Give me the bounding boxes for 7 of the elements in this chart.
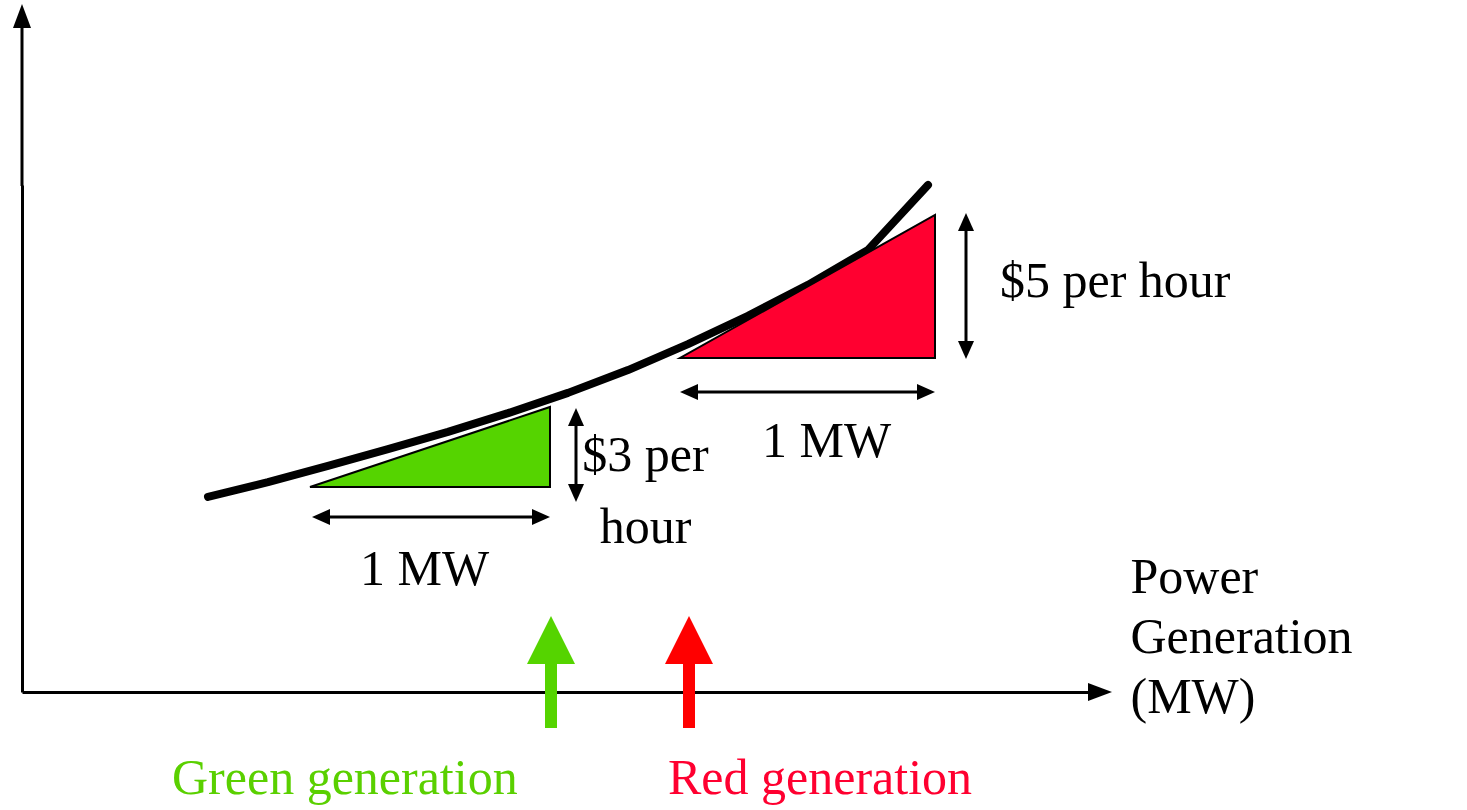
annotation: $3 per hour — [581, 425, 710, 556]
annotation: 1 MW — [360, 539, 490, 598]
annotation: 1 MW — [762, 411, 892, 470]
text: Red generation — [668, 748, 973, 807]
text: Green generation — [172, 748, 518, 807]
x-axis-title: Power Generation (MW) — [1130, 547, 1353, 724]
annotation: $5 per hour — [1000, 251, 1231, 310]
